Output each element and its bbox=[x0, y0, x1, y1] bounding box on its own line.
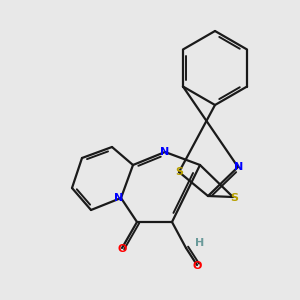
Text: N: N bbox=[160, 147, 169, 157]
Text: S: S bbox=[230, 193, 238, 203]
Text: O: O bbox=[117, 244, 127, 254]
Text: N: N bbox=[234, 162, 244, 172]
Text: H: H bbox=[195, 238, 205, 248]
Text: O: O bbox=[192, 261, 202, 271]
Text: N: N bbox=[114, 193, 124, 203]
Text: S: S bbox=[175, 167, 183, 177]
